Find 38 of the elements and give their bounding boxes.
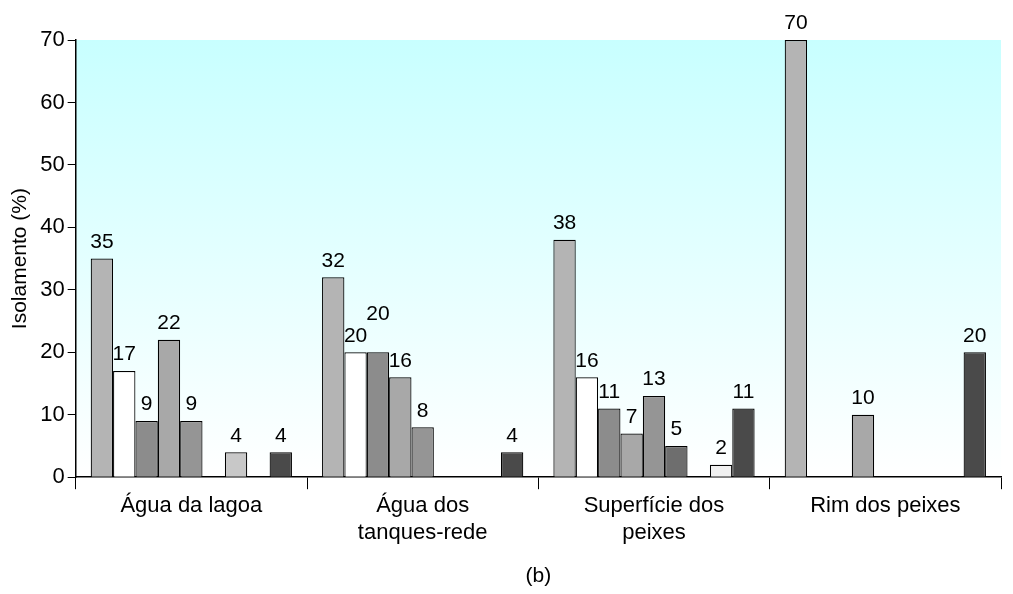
data-label: 35 [90, 228, 114, 252]
y-tick-label: 0 [52, 463, 65, 489]
data-label: 9 [140, 391, 153, 415]
data-label: 5 [670, 416, 683, 440]
data-label: 2 [715, 435, 727, 459]
data-label: 9 [185, 391, 198, 415]
data-label: 16 [388, 347, 412, 371]
y-tick-label: 20 [40, 338, 65, 364]
data-label: 20 [963, 322, 987, 346]
data-label: 10 [851, 385, 875, 409]
data-label: 11 [598, 378, 621, 402]
data-label: 4 [274, 422, 287, 446]
data-label: 7 [625, 403, 638, 427]
data-label: 13 [642, 366, 666, 390]
y-tick-label: 60 [40, 88, 65, 114]
data-label: 38 [552, 210, 577, 234]
data-label: 17 [112, 341, 136, 365]
y-tick-label: 10 [40, 400, 65, 426]
data-label: 22 [157, 310, 181, 334]
y-tick-label: 70 [40, 26, 65, 52]
x-tick-label: Superfície dos peixes [583, 492, 725, 544]
y-tick-label: 30 [40, 275, 65, 301]
data-label: 4 [506, 422, 519, 446]
data-label: 20 [366, 300, 390, 324]
y-tick-label: 50 [40, 150, 65, 176]
y-axis-title: Isolamento (%) [7, 187, 31, 330]
data-label: 16 [575, 347, 599, 371]
data-label: 11 [732, 378, 755, 402]
text: (b) [525, 563, 552, 586]
x-tick-label: Água dos tanques-rede [357, 492, 488, 544]
data-label: 4 [230, 422, 243, 446]
y-tick-label: 40 [40, 213, 65, 239]
data-label: 70 [784, 10, 808, 34]
x-tick-label: Água da lagoa [120, 492, 264, 518]
data-label: 32 [321, 247, 345, 271]
data-label: 8 [416, 397, 429, 421]
x-tick-label: Rim dos peixes [810, 492, 961, 518]
data-label: 20 [343, 322, 368, 346]
